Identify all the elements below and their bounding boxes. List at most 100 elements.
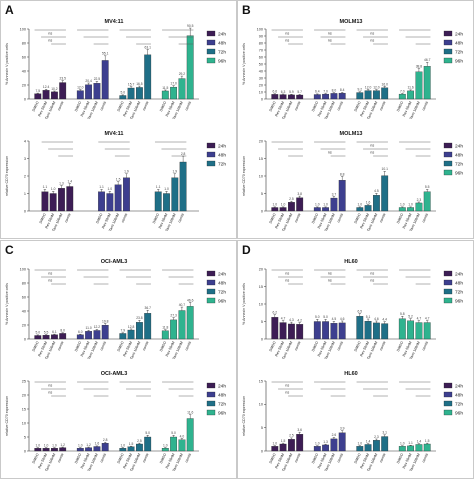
data-label: 1.0 xyxy=(400,203,405,207)
bar xyxy=(58,188,65,212)
y-tick-label: 80 xyxy=(22,281,26,285)
category-label: Tami 100nM xyxy=(44,341,56,360)
data-label: 55.1 xyxy=(102,52,109,56)
legend-swatch xyxy=(443,297,453,304)
bar xyxy=(322,444,329,452)
bar xyxy=(127,329,135,340)
y-axis-label: relative CD70 expression xyxy=(242,156,246,196)
bar xyxy=(296,197,304,212)
bar xyxy=(170,436,178,452)
y-axis-label: % Annexin V positive cells xyxy=(5,43,9,85)
legend-label: 72h xyxy=(455,289,463,295)
bar xyxy=(85,84,92,100)
data-label: 3.9 xyxy=(340,426,345,430)
category-label: Tami 100nM xyxy=(172,453,184,472)
category-label: Rev 50nM xyxy=(122,453,133,470)
category-label: combi xyxy=(57,101,65,112)
category-label: combi xyxy=(336,101,344,112)
data-label: 46.7 xyxy=(424,58,431,62)
data-label: 1.6 xyxy=(366,201,371,205)
data-label: 22.5 xyxy=(94,77,101,81)
bar xyxy=(322,207,329,212)
category-label: combi xyxy=(421,213,429,224)
data-label: 5.5 xyxy=(44,330,49,334)
chart-title: HL60 xyxy=(344,371,357,377)
data-label: 8.0 xyxy=(60,329,65,333)
category-label: Rev 50nM xyxy=(317,453,328,470)
y-axis-label: % Annexin V positive cells xyxy=(242,43,246,85)
bar xyxy=(330,323,338,340)
data-label: 5.9 xyxy=(289,90,294,94)
legend-label: 24h xyxy=(455,271,463,277)
bar xyxy=(127,446,135,452)
data-label: 1.0 xyxy=(358,442,363,446)
data-label: 5.8 xyxy=(400,312,405,316)
category-label: Rev 50nM xyxy=(158,213,169,230)
data-label: 7.5 xyxy=(36,89,41,93)
category-label: Rev 50nM xyxy=(45,213,56,230)
bar xyxy=(356,316,364,340)
category-label: DMSO xyxy=(32,101,40,113)
legend-label: 24h xyxy=(218,271,226,277)
legend-label: 24h xyxy=(455,143,463,149)
data-label: 16.0 xyxy=(381,82,388,86)
bar xyxy=(178,78,186,100)
data-label: 1.2 xyxy=(60,443,65,447)
category-label: DMSO xyxy=(269,213,277,225)
bar xyxy=(356,92,364,100)
data-label: 12.8 xyxy=(128,325,135,329)
category-label: combi xyxy=(379,213,387,224)
bar xyxy=(313,207,321,212)
data-label: 1.1 xyxy=(408,441,413,445)
data-label: 1.5 xyxy=(116,177,121,181)
bar xyxy=(313,321,321,340)
data-label: 4.6 xyxy=(340,317,345,321)
data-label: 1.3 xyxy=(323,440,328,444)
significance-label: ns xyxy=(370,144,374,148)
category-label: combi xyxy=(421,341,429,352)
category-label: combi xyxy=(57,341,65,352)
chart-title: HL60 xyxy=(344,259,357,265)
bar xyxy=(288,323,295,340)
bar xyxy=(364,444,372,452)
category-label: Tami 100nM xyxy=(87,341,99,360)
category-label: Tami 100nM xyxy=(87,101,99,120)
data-label: 1.0 xyxy=(315,442,320,446)
bar xyxy=(186,306,194,340)
category-label: Tami 100nM xyxy=(409,101,421,120)
data-label: 1.0 xyxy=(121,443,126,447)
category-label: DMSO xyxy=(152,213,160,225)
bar xyxy=(398,318,406,340)
bar xyxy=(123,177,130,212)
data-label: 1.0 xyxy=(358,203,363,207)
y-tick-label: 20 xyxy=(22,323,26,327)
bar xyxy=(49,193,57,212)
y-tick-label: 60 xyxy=(259,55,263,59)
bar xyxy=(296,434,304,452)
data-label: 1.1 xyxy=(43,185,48,189)
category-label: combi xyxy=(184,341,192,352)
legend-label: 72h xyxy=(455,49,463,55)
category-label: DMSO xyxy=(396,101,404,113)
bar xyxy=(423,66,431,100)
category-label: combi xyxy=(336,213,344,224)
category-label: combi xyxy=(421,101,429,112)
bar xyxy=(398,446,406,452)
bar xyxy=(98,191,105,212)
legend-label: 48h xyxy=(218,392,226,398)
category-label: Tami 100nM xyxy=(281,341,293,360)
category-label: Tami 100nM xyxy=(366,213,378,232)
significance-label: ns xyxy=(48,32,52,36)
legend-swatch xyxy=(443,57,453,64)
data-label: 1.0 xyxy=(44,443,49,447)
category-label: Tami 100nM xyxy=(129,101,141,120)
category-label: DMSO xyxy=(354,341,362,353)
legend-swatch xyxy=(443,160,453,167)
bar xyxy=(372,90,380,100)
panel-letter: A xyxy=(5,3,14,17)
data-label: 1.4 xyxy=(366,439,371,443)
legend-swatch xyxy=(443,409,453,416)
significance-label: ns xyxy=(48,391,52,395)
data-label: 11.5 xyxy=(162,86,168,90)
category-label: combi xyxy=(294,341,302,352)
